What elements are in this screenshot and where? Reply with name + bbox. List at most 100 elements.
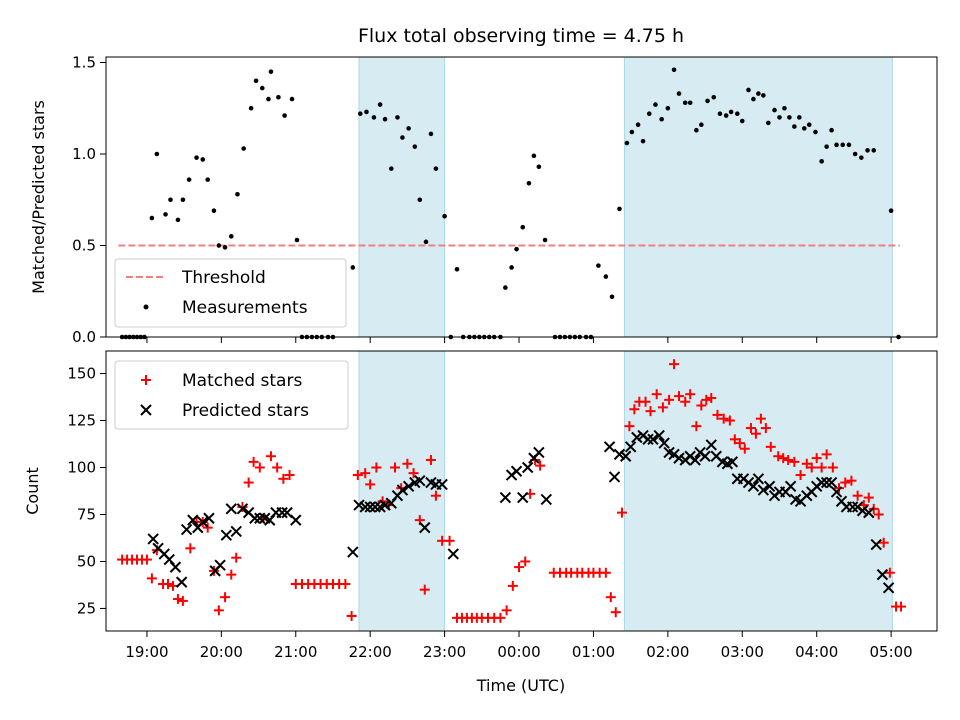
matched-point	[674, 391, 685, 402]
matched-point	[739, 443, 750, 454]
predicted-point	[726, 456, 739, 468]
matched-point	[816, 462, 827, 473]
matched-point	[167, 580, 178, 591]
predicted-point	[815, 476, 828, 489]
matched-point	[718, 413, 729, 424]
measurement-point	[671, 67, 677, 73]
predicted-point	[359, 501, 371, 513]
predicted-point	[820, 476, 833, 489]
matched-point	[340, 579, 351, 590]
xtick-label: 00:00	[497, 643, 540, 661]
predicted-point	[214, 559, 226, 571]
measurement-point	[617, 206, 622, 212]
top-axes-frame	[105, 56, 938, 338]
predicted-point	[230, 525, 242, 538]
measurement-point	[442, 213, 447, 219]
matched-point	[624, 421, 635, 432]
xtick-label: 20:00	[200, 643, 243, 661]
matched-point	[237, 501, 248, 512]
top-ytick-label: 1.5	[72, 53, 96, 71]
measurement-point	[624, 140, 630, 146]
predicted-point	[396, 484, 409, 496]
measurement-point	[659, 116, 664, 122]
measurement-point	[819, 159, 824, 164]
matched-point	[701, 394, 712, 405]
matched-point	[213, 605, 224, 616]
predicted-point	[254, 512, 266, 524]
predicted-point	[147, 533, 159, 545]
measurement-point	[840, 142, 846, 148]
measurement-point	[746, 87, 751, 93]
chart-title: Flux total observing time = 4.75 h	[358, 25, 684, 47]
measurement-point	[175, 217, 181, 223]
xtick-label: 04:00	[795, 643, 838, 661]
matched-point	[840, 477, 851, 488]
predicted-point	[169, 561, 182, 573]
measurement-point	[766, 120, 771, 126]
measurement-point	[834, 142, 839, 148]
measurement-point	[865, 148, 870, 153]
predicted-point	[347, 546, 359, 558]
predicted-point	[642, 433, 654, 446]
predicted-point	[364, 501, 376, 513]
top-legend: Threshold Measurements	[114, 258, 347, 328]
measurement-points	[119, 67, 901, 340]
matched-point	[755, 413, 766, 424]
matched-point	[745, 423, 756, 434]
bottom-axes-frame	[105, 350, 938, 632]
matched-point	[248, 456, 259, 467]
legend-predicted-label: Predicted stars	[182, 401, 309, 421]
ratio-panel: 0.0 0.5 1.0 1.5 Matched/Predicted stars Thr…	[29, 53, 938, 346]
predicted-point	[220, 529, 233, 541]
matched-point	[878, 537, 889, 548]
measurement-point	[797, 115, 802, 120]
measurement-point	[609, 294, 615, 300]
measurement-point	[364, 109, 369, 115]
legend-measurements-swatch	[143, 304, 149, 310]
xtick-label: 01:00	[572, 643, 615, 661]
measurement-point	[542, 237, 548, 243]
matched-point	[783, 454, 794, 465]
matched-point	[243, 477, 254, 488]
measurement-point	[756, 91, 761, 96]
matched-point	[734, 438, 745, 449]
measurement-point	[282, 113, 287, 118]
matched-point	[706, 392, 717, 403]
bottom-y-ticks: 25 50 75 100 125 150	[67, 365, 106, 617]
measurement-point	[235, 191, 240, 197]
measurement-point	[228, 234, 234, 239]
matched-point	[765, 441, 776, 452]
measurement-point	[871, 148, 877, 153]
measurement-point	[388, 166, 394, 171]
matched-point	[402, 458, 413, 469]
predicted-point	[276, 506, 288, 519]
matched-point	[873, 509, 884, 520]
measurement-point	[824, 144, 829, 149]
measurement-point	[412, 144, 418, 149]
matched-point	[811, 453, 822, 464]
xtick-label: 03:00	[721, 643, 764, 661]
measurement-point	[629, 129, 635, 135]
measurement-point	[705, 98, 710, 104]
matched-point	[669, 359, 680, 370]
measurement-point	[687, 100, 693, 106]
top-ytick-label: 0.0	[72, 328, 96, 346]
predicted-point	[447, 548, 459, 560]
xtick-label: 23:00	[423, 643, 466, 661]
matched-point	[254, 462, 265, 473]
measurement-point	[792, 124, 797, 129]
matched-point	[272, 462, 283, 473]
measurement-point	[186, 177, 192, 182]
shaded-interval-2	[623, 56, 893, 338]
matched-point	[645, 406, 656, 417]
measurement-point	[154, 151, 160, 157]
predicted-point	[203, 512, 215, 524]
matched-point	[163, 579, 174, 590]
measurement-point	[806, 122, 812, 128]
matched-point	[640, 396, 651, 407]
measurement-point	[222, 245, 228, 250]
bottom-legend-box	[114, 360, 349, 430]
predicted-point	[521, 461, 534, 474]
measurement-point	[503, 285, 508, 290]
